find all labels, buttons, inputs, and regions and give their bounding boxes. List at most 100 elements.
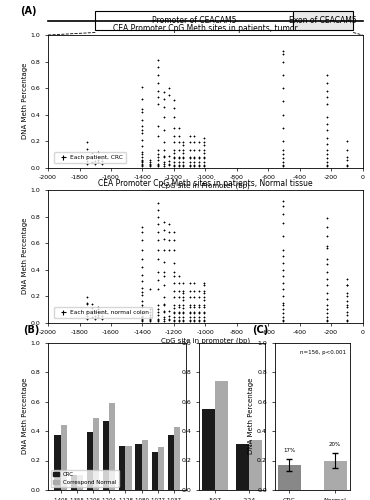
Point (191, 313, 197, 321)
Point (324, 302, 330, 310)
Point (89, 300, 95, 308)
Point (171, 228, 177, 236)
Point (324, 150, 330, 158)
Bar (95, 11, 293, 30)
Point (280, 161, 286, 169)
Bar (109, 403, 115, 490)
Point (280, 150, 286, 158)
Point (344, 161, 350, 169)
Point (201, 141, 207, 149)
Point (201, 162, 207, 170)
Point (161, 126, 167, 134)
Point (344, 156, 350, 164)
Point (181, 146, 186, 154)
Bar (125, 446, 132, 490)
Point (98, 160, 105, 168)
Point (324, 242, 330, 250)
Point (280, 162, 286, 170)
Point (139, 156, 145, 164)
Text: 20%: 20% (329, 442, 341, 447)
Point (201, 149, 207, 157)
Point (139, 108, 145, 116)
Point (191, 316, 197, 324)
Point (166, 157, 172, 165)
Point (171, 279, 177, 287)
Point (161, 308, 167, 316)
Point (324, 290, 330, 298)
Point (201, 294, 207, 302)
Point (324, 158, 330, 166)
Point (155, 314, 161, 322)
Point (176, 153, 182, 161)
Point (139, 308, 145, 316)
Point (196, 161, 202, 169)
Point (171, 268, 177, 276)
Point (147, 161, 152, 169)
Point (280, 58, 286, 66)
Point (139, 263, 145, 271)
Point (201, 279, 207, 287)
Point (161, 302, 167, 310)
Point (196, 294, 202, 302)
Point (147, 316, 152, 324)
Point (187, 308, 193, 316)
Point (344, 146, 350, 154)
Point (139, 153, 145, 161)
Point (161, 306, 167, 314)
Point (324, 126, 330, 134)
Point (161, 317, 167, 325)
Point (139, 316, 145, 324)
Point (166, 84, 172, 92)
Point (324, 78, 330, 86)
Point (280, 146, 286, 154)
Text: 17%: 17% (283, 448, 296, 453)
Point (324, 162, 330, 170)
Point (344, 316, 350, 324)
Point (191, 154, 197, 162)
Point (280, 84, 286, 92)
Point (139, 288, 145, 296)
Point (187, 294, 193, 302)
Point (201, 296, 207, 304)
Point (191, 162, 197, 170)
Point (176, 132, 182, 140)
Point (201, 153, 207, 161)
Point (95, 305, 101, 313)
Point (344, 317, 350, 325)
Point (161, 272, 167, 280)
Point (155, 56, 161, 64)
Title: CEA Promoter CpG Meth sites in patients, tumor: CEA Promoter CpG Meth sites in patients,… (113, 24, 298, 33)
Point (166, 306, 172, 314)
Bar (249, 440, 262, 490)
Point (181, 304, 186, 312)
Point (84, 312, 90, 320)
Point (191, 146, 197, 154)
Point (344, 282, 350, 290)
Point (139, 255, 145, 263)
Bar (54, 436, 61, 490)
Point (187, 138, 193, 146)
Point (161, 113, 167, 121)
Point (176, 272, 182, 280)
Point (155, 305, 161, 313)
Point (155, 246, 161, 254)
Point (139, 223, 145, 231)
Point (344, 275, 350, 283)
Text: n=156, p<0.001: n=156, p<0.001 (300, 350, 346, 355)
Point (155, 63, 161, 71)
Point (155, 317, 161, 325)
Bar (135, 444, 142, 490)
Point (176, 308, 182, 316)
Point (171, 149, 177, 157)
Point (89, 149, 95, 157)
Point (280, 50, 286, 58)
Point (161, 138, 167, 146)
Point (280, 47, 286, 55)
Point (98, 309, 105, 317)
Point (181, 154, 186, 162)
Bar (87, 432, 93, 490)
Point (147, 156, 152, 164)
Point (161, 162, 167, 170)
Point (344, 292, 350, 300)
Point (176, 146, 182, 154)
